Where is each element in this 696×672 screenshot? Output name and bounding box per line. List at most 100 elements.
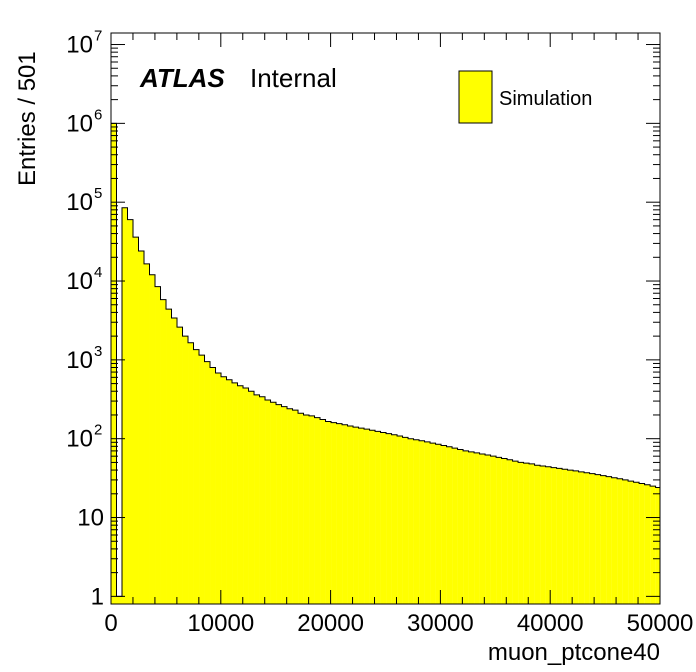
- histogram-bar: [573, 470, 579, 604]
- plot-frame: [110, 32, 661, 605]
- histogram-bar: [446, 446, 453, 604]
- histogram-bar: [138, 251, 145, 604]
- histogram-bar: [628, 481, 634, 604]
- histogram-bar: [490, 456, 497, 604]
- histogram-bar: [210, 367, 216, 604]
- legend-label: Simulation: [499, 88, 592, 110]
- y-tick-label-exponent: 2: [94, 422, 102, 439]
- histogram-bar: [265, 399, 271, 604]
- histogram-bar: [545, 466, 552, 604]
- y-tick-label: 10: [66, 110, 93, 137]
- x-tick-label: 30000: [407, 610, 474, 637]
- histogram-bar: [567, 470, 574, 604]
- histogram-bar: [391, 434, 398, 604]
- histogram-bar: [655, 487, 660, 604]
- histogram-bar: [155, 286, 161, 604]
- histogram-bar: [259, 396, 266, 604]
- histogram-bar: [160, 299, 167, 604]
- histogram-bar: [501, 458, 508, 604]
- histogram-bar: [281, 406, 288, 604]
- x-tick-label: 20000: [297, 610, 364, 637]
- histogram-bar: [375, 431, 381, 604]
- x-axis-ticks: 0 10000 20000 30000 40000 50000: [104, 33, 693, 637]
- histogram-bar: [320, 419, 326, 604]
- histogram-bar: [309, 415, 315, 604]
- histogram-bar: [325, 421, 332, 604]
- x-tick-label: 40000: [517, 610, 584, 637]
- y-tick-label-exponent: 7: [94, 28, 102, 45]
- histogram-bar: [402, 437, 409, 604]
- histogram-bar: [276, 404, 282, 604]
- histogram-bar: [512, 461, 519, 604]
- x-axis-label: muon_ptcone40: [488, 639, 660, 666]
- y-tick-label: 10: [66, 426, 93, 453]
- histogram-bar: [303, 414, 310, 604]
- histogram-bar: [419, 440, 425, 604]
- histogram-bar: [397, 436, 403, 604]
- histogram-bar: [639, 483, 645, 604]
- histogram-bar: [551, 467, 557, 604]
- histogram-bar: [177, 327, 183, 604]
- histogram-bar: [589, 473, 596, 604]
- y-tick-label-exponent: 5: [94, 185, 102, 202]
- y-tick-label: 10: [66, 347, 93, 374]
- y-tick-label: 10: [66, 189, 93, 216]
- x-tick-label: 50000: [627, 610, 694, 637]
- y-tick-label-exponent: 6: [94, 106, 102, 123]
- x-tick-label: 10000: [187, 610, 254, 637]
- histogram-bar: [127, 219, 134, 604]
- histogram-bar: [644, 484, 651, 604]
- histogram-bar: [606, 476, 612, 604]
- histogram-bar: [221, 376, 227, 604]
- histogram-bar: [237, 385, 244, 604]
- histogram-bar: [633, 482, 640, 604]
- histogram-bar: [364, 429, 370, 604]
- histogram-bar: [479, 453, 486, 604]
- histogram-bar: [595, 474, 601, 604]
- histogram-bar: [468, 451, 475, 604]
- histogram-bar: [215, 373, 222, 604]
- histogram-bar: [474, 452, 480, 604]
- histogram-bar: [287, 408, 293, 604]
- histogram-bar: [380, 432, 387, 604]
- histogram-bar: [292, 410, 299, 604]
- histogram-bar: [562, 469, 568, 604]
- y-tick-label: 10: [66, 268, 93, 295]
- histogram-bar: [408, 438, 414, 604]
- histogram-bar: [122, 207, 128, 605]
- histogram-bar: [507, 459, 513, 604]
- histogram-bar: [182, 336, 189, 604]
- histogram-bar: [243, 387, 249, 604]
- histogram-bar: [149, 274, 156, 604]
- histogram-bar: [518, 462, 524, 604]
- histogram-bar: [298, 413, 304, 604]
- y-tick-label: 1: [91, 583, 104, 610]
- histogram-bar: [622, 479, 629, 604]
- histogram-bar: [116, 596, 123, 604]
- y-tick-label: 10: [66, 32, 93, 59]
- histogram-bar: [600, 475, 607, 604]
- histogram-bar: [232, 382, 238, 604]
- histogram-bar: [611, 477, 618, 604]
- histogram-bar: [166, 309, 172, 604]
- histogram-bar: [144, 263, 150, 604]
- y-tick-label: 10: [77, 505, 104, 532]
- x-tick-label: 0: [104, 610, 117, 637]
- histogram-bar: [347, 425, 354, 604]
- histogram-bar: [578, 471, 585, 604]
- histogram-bar: [430, 443, 436, 604]
- histogram-bar: [314, 417, 321, 604]
- legend-swatch: [458, 70, 493, 124]
- histogram-bar: [171, 317, 178, 604]
- histogram-bar: [463, 450, 469, 604]
- histogram-bar: [540, 466, 546, 604]
- histogram-bar: [617, 478, 623, 604]
- histogram-bar: [441, 445, 447, 604]
- internal-label: Internal: [250, 63, 337, 93]
- histogram-bar: [556, 468, 563, 604]
- histogram-bar: [523, 463, 530, 604]
- histogram-bar: [358, 428, 365, 604]
- histogram-bar: [435, 444, 442, 604]
